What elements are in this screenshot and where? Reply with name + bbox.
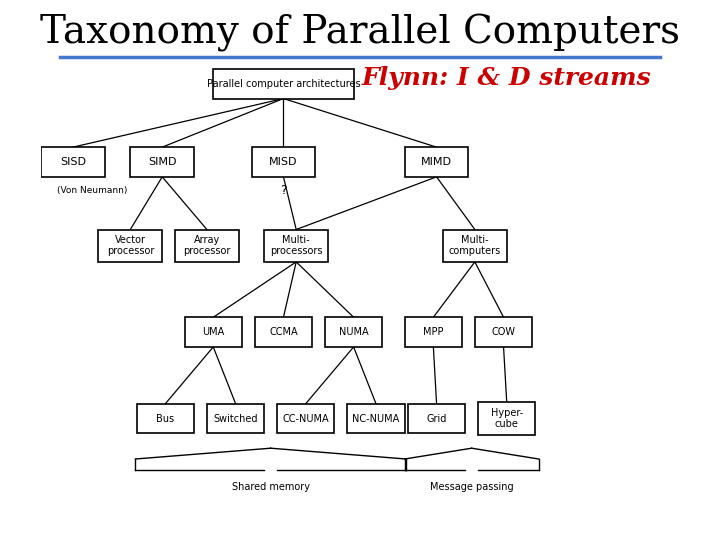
FancyBboxPatch shape [251,147,315,177]
FancyBboxPatch shape [184,317,242,347]
Text: Multi-
processors: Multi- processors [270,235,323,256]
FancyBboxPatch shape [408,404,465,433]
Text: Switched: Switched [213,414,258,423]
FancyBboxPatch shape [347,404,405,433]
Text: MPP: MPP [423,327,444,337]
FancyBboxPatch shape [405,317,462,347]
FancyBboxPatch shape [443,230,507,262]
FancyBboxPatch shape [137,404,194,433]
Text: Bus: Bus [156,414,174,423]
Text: Shared memory: Shared memory [232,482,310,492]
FancyBboxPatch shape [255,317,312,347]
FancyBboxPatch shape [478,402,536,435]
Text: MISD: MISD [269,157,297,167]
Text: CCMA: CCMA [269,327,298,337]
Text: Array
processor: Array processor [183,235,230,256]
FancyBboxPatch shape [130,147,194,177]
Text: Grid: Grid [426,414,446,423]
Text: NUMA: NUMA [339,327,369,337]
FancyBboxPatch shape [475,317,532,347]
FancyBboxPatch shape [207,404,264,433]
Text: ?: ? [280,184,287,197]
FancyBboxPatch shape [41,147,105,177]
FancyBboxPatch shape [175,230,239,262]
Text: MIMD: MIMD [421,157,452,167]
Text: Flynn: I & D streams: Flynn: I & D streams [362,66,652,90]
Text: Multi-
computers: Multi- computers [449,235,501,256]
Text: Message passing: Message passing [430,482,513,492]
Text: CC-NUMA: CC-NUMA [282,414,329,423]
Text: UMA: UMA [202,327,225,337]
Text: Parallel computer architectures: Parallel computer architectures [207,79,360,89]
Text: Hyper-
cube: Hyper- cube [490,408,523,429]
FancyBboxPatch shape [405,147,469,177]
FancyBboxPatch shape [277,404,335,433]
Text: SISD: SISD [60,157,86,167]
Text: Vector
processor: Vector processor [107,235,154,256]
Text: NC-NUMA: NC-NUMA [352,414,400,423]
Text: (Von Neumann): (Von Neumann) [57,186,127,194]
Text: SIMD: SIMD [148,157,176,167]
FancyBboxPatch shape [99,230,162,262]
FancyBboxPatch shape [213,69,354,98]
FancyBboxPatch shape [264,230,328,262]
FancyBboxPatch shape [325,317,382,347]
Text: COW: COW [492,327,516,337]
Text: Taxonomy of Parallel Computers: Taxonomy of Parallel Computers [40,14,680,51]
